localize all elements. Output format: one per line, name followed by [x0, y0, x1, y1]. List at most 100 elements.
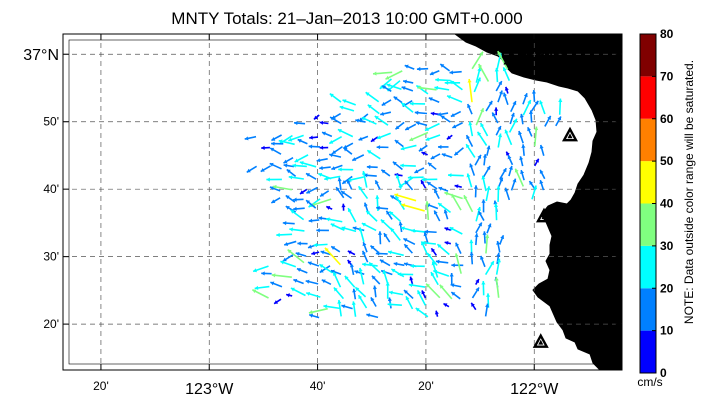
current-vector-head — [338, 167, 342, 172]
current-vector-head — [417, 290, 422, 295]
current-vector-head — [308, 218, 313, 223]
current-vector-head — [539, 180, 544, 184]
current-vector-head — [557, 116, 562, 121]
lat-label: 20' — [43, 317, 59, 331]
current-vector-head — [423, 232, 428, 237]
current-vector-head — [441, 153, 446, 158]
current-vector-head — [382, 85, 387, 90]
current-vector-head — [319, 268, 324, 273]
current-vector-head — [486, 186, 491, 191]
current-vector-head — [437, 244, 442, 249]
current-vector-head — [430, 272, 435, 277]
current-vector-head — [307, 261, 312, 266]
current-vector-head — [331, 166, 336, 171]
colorbar-tick-label: 10 — [660, 324, 674, 338]
current-vector-head — [271, 137, 276, 141]
current-vector-head — [474, 233, 479, 237]
current-vector-head — [306, 189, 311, 194]
current-vector-head — [513, 118, 518, 123]
current-vector-head — [354, 270, 359, 275]
current-vector-head — [271, 199, 276, 204]
current-vector-head — [519, 113, 524, 118]
current-vector-head — [297, 241, 301, 246]
current-vector-head — [400, 146, 405, 151]
current-vector-head — [272, 184, 277, 190]
lat-label: 50' — [43, 115, 59, 129]
current-vector-head — [362, 262, 366, 267]
current-vector-head — [346, 179, 351, 184]
current-vector-head — [452, 124, 457, 129]
current-vector-head — [504, 187, 509, 192]
colorbar-tick-label: 40 — [660, 197, 674, 211]
current-vector-head — [320, 192, 325, 197]
current-vector-head — [290, 210, 295, 214]
current-vector-head — [449, 70, 454, 75]
current-vector-head — [374, 116, 379, 120]
current-vector-head — [280, 260, 285, 265]
current-vector-head — [428, 97, 433, 102]
current-vector-head — [330, 269, 335, 274]
current-vector-head — [316, 158, 321, 163]
colorbar — [639, 33, 657, 374]
current-vector-head — [502, 92, 507, 97]
current-vector-head — [403, 79, 407, 84]
current-vector-head — [488, 100, 493, 105]
current-vector-head — [502, 168, 507, 173]
lat-label: 37°N — [23, 47, 59, 64]
current-vector-head — [408, 283, 413, 288]
current-vector-head — [395, 174, 400, 179]
current-vector-head — [496, 252, 501, 257]
current-vector — [495, 277, 500, 298]
current-vector-head — [344, 275, 349, 280]
current-vector-head — [337, 300, 342, 304]
radar-station-station-1 — [503, 49, 520, 65]
inner-frame — [68, 39, 617, 365]
current-vector-head — [450, 283, 455, 288]
current-vector-head — [498, 81, 502, 86]
current-vector-head — [390, 195, 395, 200]
current-vector-head — [392, 161, 397, 166]
current-vector-head — [326, 206, 331, 210]
current-vector-head — [398, 221, 403, 226]
current-vector-head — [365, 92, 370, 97]
current-vector-head — [329, 153, 333, 158]
reference-vector-label: 25 cm/s — [520, 43, 568, 58]
current-vector-head — [502, 67, 507, 72]
current-vector-head — [420, 241, 425, 246]
current-vector-head — [341, 304, 346, 309]
current-vector-head — [294, 120, 298, 126]
current-vector-head — [387, 297, 392, 302]
current-vector-head — [355, 118, 360, 123]
current-vector-head — [333, 271, 337, 276]
current-vector-head — [476, 77, 481, 82]
current-vector-head — [253, 268, 258, 273]
current-vector-head — [285, 206, 290, 210]
colorbar-tick-label: 60 — [660, 112, 674, 126]
current-vector-head — [416, 66, 421, 72]
current-vector-head — [467, 104, 471, 109]
current-vector-head — [313, 115, 318, 120]
current-vector-head — [415, 308, 420, 312]
current-vector-head — [404, 290, 408, 294]
current-vector-head — [428, 162, 432, 167]
current-vector-head — [414, 169, 419, 174]
current-vector-head — [390, 228, 395, 232]
current-vector-head — [433, 269, 438, 274]
current-vector-head — [382, 270, 387, 275]
current-vector-head — [504, 86, 509, 91]
current-vector-head — [479, 51, 483, 56]
current-vector-head — [385, 282, 390, 286]
current-vector-head — [270, 147, 275, 152]
lat-label: 30' — [43, 250, 59, 264]
current-vector-head — [494, 107, 499, 111]
current-vector-head — [321, 279, 326, 284]
current-vector-head — [271, 273, 276, 278]
current-vector-head — [401, 226, 405, 231]
current-vector-head — [463, 195, 468, 200]
current-vector-head — [435, 77, 439, 82]
current-vector-head — [531, 90, 537, 94]
current-vector-head — [308, 310, 313, 315]
current-vector-head — [363, 173, 368, 178]
current-vector-head — [324, 247, 329, 252]
current-vector-head — [341, 203, 346, 208]
